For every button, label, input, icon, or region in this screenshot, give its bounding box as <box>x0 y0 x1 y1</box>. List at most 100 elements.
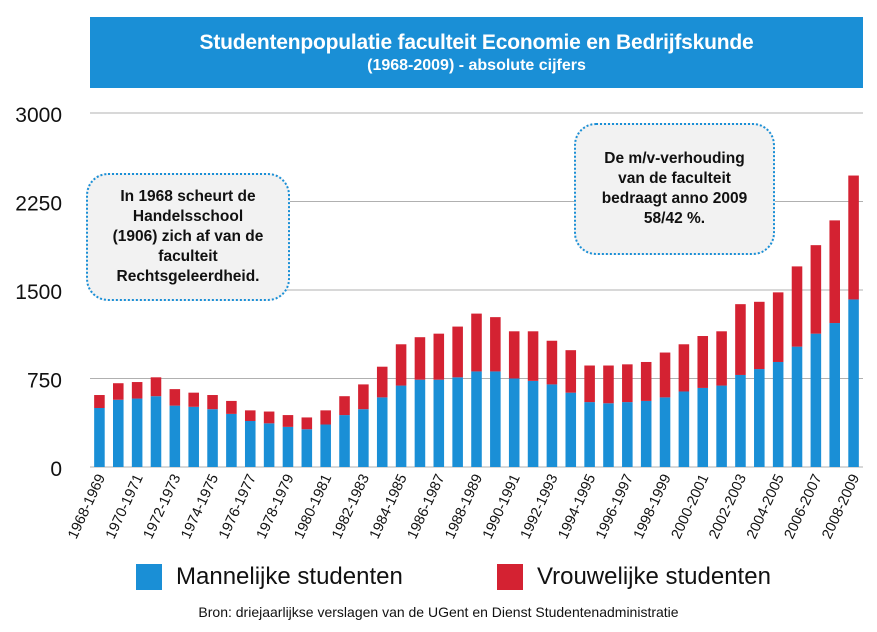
annotation-line: bedraagt anno 2009 <box>601 190 748 207</box>
bar-female <box>376 366 388 398</box>
bar-female <box>622 364 633 403</box>
chart-subtitle: (1968-2009) - absolute cijfers <box>367 57 586 74</box>
legend-item-male: Mannelijke studenten <box>136 563 403 591</box>
bar-male <box>735 374 746 467</box>
bar-male <box>113 399 124 467</box>
annotation-left: In 1968 scheurt de Handelsschool (1906) … <box>86 173 290 301</box>
x-tick-label: 1990-1991 <box>480 472 524 542</box>
bar-male <box>640 400 652 467</box>
bar-female <box>263 411 275 424</box>
bar-female <box>791 266 803 347</box>
bar-male <box>584 402 595 467</box>
x-tick-label: 2008-2009 <box>819 472 863 542</box>
x-tick-label: 1978-1979 <box>254 472 298 542</box>
bar-female <box>772 292 784 362</box>
bar-female <box>131 382 143 399</box>
y-tick-label: 3000 <box>15 104 62 127</box>
y-tick-label: 1500 <box>15 281 62 304</box>
bar-female <box>735 304 746 375</box>
annotation-line: faculteit <box>158 248 218 265</box>
bar-male <box>659 397 671 467</box>
bar-male <box>320 424 331 467</box>
chart-title: Studentenpopulatie faculteit Economie en… <box>199 31 754 54</box>
bar-female <box>697 336 709 388</box>
bar-male <box>754 369 765 467</box>
legend-label-female: Vrouwelijke studenten <box>537 563 771 590</box>
bar-male <box>622 402 633 467</box>
x-tick-label: 2006-2007 <box>782 472 826 542</box>
bar-male <box>169 405 181 467</box>
legend-swatch-male <box>136 564 162 590</box>
bar-female <box>810 245 822 334</box>
bar-male <box>282 426 294 467</box>
x-tick-label: 1974-1975 <box>178 472 222 542</box>
bar-male <box>188 406 199 467</box>
bar-female <box>395 344 407 386</box>
x-tick-label: 1980-1981 <box>291 472 335 542</box>
bar-female <box>433 333 445 380</box>
annotation-line: De m/v-verhouding <box>604 150 745 167</box>
bar-male <box>207 409 218 467</box>
bar-female <box>188 392 199 407</box>
bar-female <box>207 395 218 410</box>
bar-female <box>640 361 652 401</box>
annotation-line: In 1968 scheurt de <box>120 188 256 205</box>
bar-female <box>113 383 124 400</box>
bar-male <box>395 385 407 467</box>
annotation-line: Rechtsgeleerdheid. <box>116 268 260 285</box>
legend-item-female: Vrouwelijke studenten <box>497 563 771 591</box>
bar-female <box>339 396 350 416</box>
bar-male <box>433 379 445 467</box>
bar-female <box>226 400 237 414</box>
bar-female <box>282 415 294 427</box>
bar-male <box>226 413 237 467</box>
bar-female <box>150 377 162 397</box>
bar-female <box>603 365 614 404</box>
bar-female <box>490 317 501 372</box>
x-tick-label: 1970-1971 <box>103 472 147 542</box>
bar-female <box>678 344 690 392</box>
bar-female <box>508 331 520 379</box>
bar-female <box>358 384 369 410</box>
bar-male <box>358 409 369 467</box>
x-tick-label: 1994-1995 <box>555 472 599 542</box>
bar-male <box>414 379 426 467</box>
bar-female <box>452 326 463 378</box>
bar-male <box>810 333 822 467</box>
bar-male <box>301 429 313 467</box>
bar-male <box>565 392 577 467</box>
bar-male <box>263 423 275 467</box>
annotation-line: Handelsschool <box>132 208 244 225</box>
annotation-line: 58/42 %. <box>643 210 706 227</box>
bar-female <box>584 365 595 403</box>
bar-female <box>244 410 256 421</box>
bar-male <box>131 398 143 467</box>
annotation-right: De m/v-verhouding van de faculteit bedra… <box>574 123 775 255</box>
x-tick-label: 1976-1977 <box>216 472 260 542</box>
annotation-line: (1906) zich af van de <box>112 228 264 245</box>
x-tick-label: 1986-1987 <box>405 472 449 542</box>
bar-male <box>150 396 162 467</box>
bar-male <box>603 403 614 467</box>
bar-male <box>339 415 350 467</box>
bar-male <box>546 384 558 467</box>
x-tick-label: 1972-1973 <box>141 472 185 542</box>
bar-male <box>697 387 709 467</box>
bar-male <box>376 397 388 467</box>
bar-male <box>716 385 727 467</box>
bar-female <box>169 389 181 406</box>
bar-female <box>659 352 671 398</box>
bar-male <box>244 420 256 467</box>
bar-male <box>678 391 690 467</box>
x-tick-label: 1988-1989 <box>442 472 486 542</box>
bar-male <box>508 378 520 467</box>
annotation-line: van de faculteit <box>618 170 731 187</box>
bar-female <box>320 410 331 425</box>
x-tick-label: 1984-1985 <box>367 472 411 542</box>
bar-male <box>848 299 859 467</box>
bar-male <box>791 346 803 467</box>
bar-female <box>716 331 727 386</box>
x-tick-label: 2004-2005 <box>744 472 788 542</box>
bar-male <box>471 371 482 467</box>
